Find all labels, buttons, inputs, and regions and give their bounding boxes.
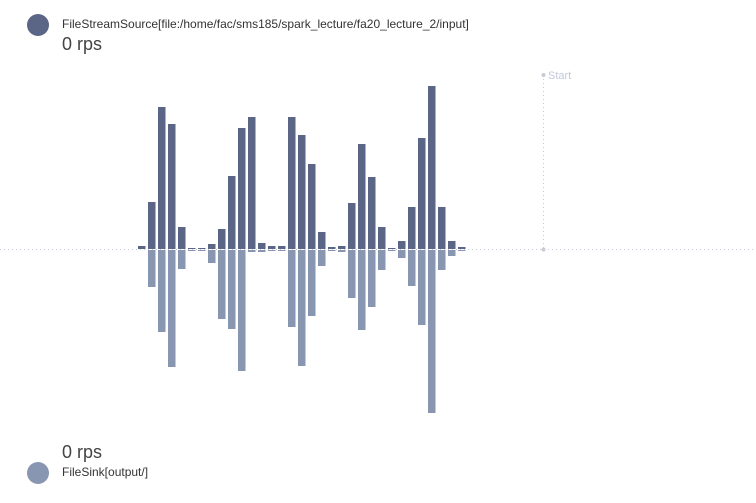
input-bar bbox=[338, 246, 346, 249]
input-bars bbox=[138, 86, 466, 249]
input-bar bbox=[218, 229, 226, 249]
output-bar bbox=[228, 250, 236, 329]
output-bar bbox=[158, 250, 166, 332]
output-bar bbox=[408, 250, 416, 286]
output-bar bbox=[248, 250, 256, 252]
output-bar bbox=[188, 250, 196, 251]
start-marker-label: Start bbox=[548, 70, 571, 82]
input-bar bbox=[388, 248, 396, 249]
input-bar bbox=[228, 176, 236, 249]
output-bars bbox=[148, 250, 466, 413]
input-bar bbox=[258, 243, 266, 249]
source-node-dot bbox=[27, 14, 49, 36]
input-bar bbox=[448, 241, 456, 249]
source-name: FileStreamSource[file:/home/fac/sms185/s… bbox=[62, 17, 469, 31]
start-marker-base-dot bbox=[541, 247, 546, 252]
sink-name: FileSink[output/] bbox=[62, 465, 149, 479]
input-bar bbox=[238, 128, 246, 249]
output-bar bbox=[328, 250, 336, 251]
output-bar bbox=[288, 250, 296, 327]
output-bar bbox=[178, 250, 186, 269]
sink-node-dot bbox=[27, 462, 49, 484]
output-bar bbox=[418, 250, 426, 325]
output-bar bbox=[388, 250, 396, 251]
output-bar bbox=[198, 250, 206, 251]
input-bar bbox=[308, 164, 316, 249]
output-bar bbox=[258, 250, 266, 252]
sink-rate: 0 rps bbox=[62, 442, 103, 462]
input-bar bbox=[398, 241, 406, 249]
output-bar bbox=[338, 250, 346, 252]
output-bar bbox=[298, 250, 306, 366]
input-bar bbox=[148, 202, 156, 249]
output-bar bbox=[318, 250, 326, 266]
input-bar bbox=[318, 232, 326, 249]
input-bar bbox=[458, 247, 466, 249]
output-bar bbox=[348, 250, 356, 298]
start-marker-top-dot bbox=[541, 73, 546, 77]
output-bar bbox=[378, 250, 386, 270]
output-bar bbox=[428, 250, 436, 413]
input-bar bbox=[368, 177, 376, 249]
input-bar bbox=[158, 107, 166, 249]
output-bar bbox=[438, 250, 446, 270]
input-bar bbox=[298, 135, 306, 249]
output-bar bbox=[448, 250, 456, 256]
input-bar bbox=[208, 244, 216, 249]
output-bar bbox=[208, 250, 216, 263]
input-bar bbox=[198, 248, 206, 249]
output-bar bbox=[148, 250, 156, 287]
output-bar bbox=[218, 250, 226, 319]
source-rate: 0 rps bbox=[62, 34, 103, 54]
output-bar bbox=[168, 250, 176, 367]
input-bar bbox=[358, 144, 366, 249]
output-bar bbox=[278, 250, 286, 251]
input-bar bbox=[348, 203, 356, 249]
input-bar bbox=[168, 124, 176, 249]
output-bar bbox=[308, 250, 316, 316]
output-bar bbox=[238, 250, 246, 371]
input-bar bbox=[268, 246, 276, 249]
input-bar bbox=[138, 246, 146, 249]
output-bar bbox=[458, 250, 466, 251]
input-bar bbox=[438, 207, 446, 249]
output-bar bbox=[268, 250, 276, 251]
input-bar bbox=[188, 248, 196, 249]
input-bar bbox=[328, 247, 336, 249]
input-bar bbox=[288, 117, 296, 249]
input-bar bbox=[428, 86, 436, 249]
input-bar bbox=[278, 246, 286, 249]
input-bar bbox=[178, 227, 186, 249]
input-bar bbox=[408, 207, 416, 249]
input-bar bbox=[418, 138, 426, 249]
input-bar bbox=[378, 227, 386, 249]
input-bar bbox=[248, 117, 256, 249]
output-bar bbox=[398, 250, 406, 258]
output-bar bbox=[368, 250, 376, 307]
output-bar bbox=[358, 250, 366, 330]
